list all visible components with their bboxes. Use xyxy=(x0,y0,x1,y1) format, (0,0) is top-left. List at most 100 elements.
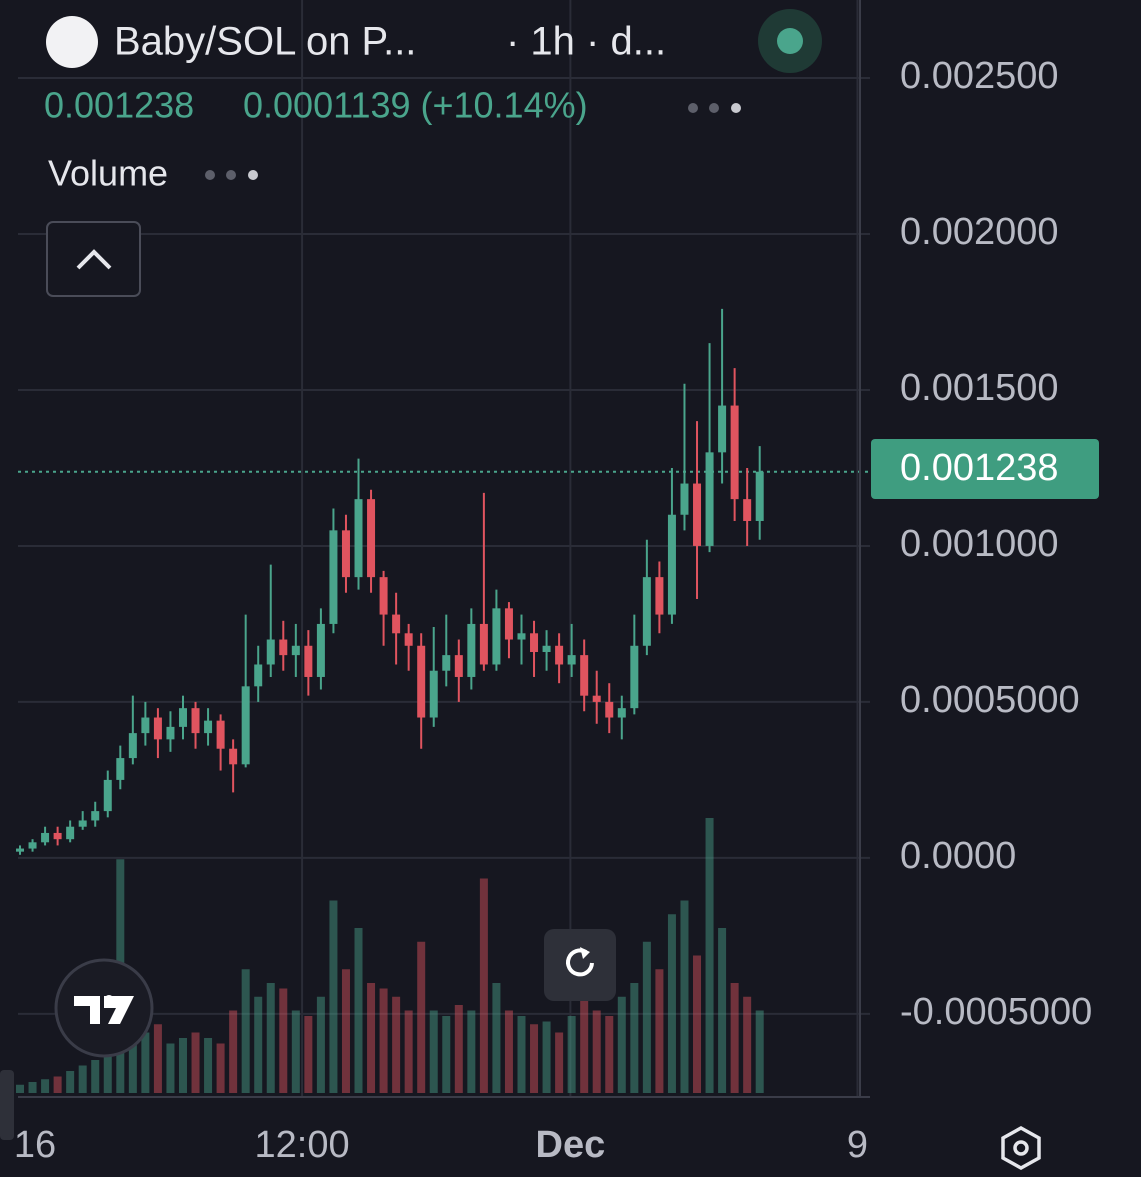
volume-bar xyxy=(417,941,426,1093)
volume-bar xyxy=(341,969,350,1093)
candle-body xyxy=(454,655,463,677)
volume-bar xyxy=(191,1032,200,1093)
volume-bar xyxy=(655,969,664,1093)
x-tick-label: 12:00 xyxy=(255,1124,350,1166)
interval: · 1h · d... xyxy=(506,20,666,64)
collapse-button[interactable] xyxy=(46,221,141,297)
volume-bar xyxy=(166,1043,175,1093)
volume-bar xyxy=(367,983,376,1093)
reset-arrow xyxy=(580,947,590,959)
volume-label: Volume xyxy=(48,153,168,194)
volume-bar xyxy=(730,983,739,1093)
volume-bar xyxy=(28,1082,37,1093)
candle-body xyxy=(642,577,651,646)
volume-bar xyxy=(91,1060,100,1093)
candle-body xyxy=(580,655,589,696)
volume-bar xyxy=(16,1084,25,1093)
candle-body xyxy=(680,483,689,515)
candle-body xyxy=(693,483,702,546)
volume-bar xyxy=(667,914,676,1093)
candle-body xyxy=(229,748,238,765)
candle-body xyxy=(705,452,714,546)
candle-body xyxy=(128,733,137,759)
volume-bar xyxy=(204,1038,213,1093)
volume-bar xyxy=(404,1010,413,1093)
volume-bar xyxy=(141,1032,150,1093)
volume-bar xyxy=(442,1016,451,1093)
plot xyxy=(16,308,764,1093)
volume-bar xyxy=(454,1005,463,1093)
status-dot xyxy=(777,28,803,54)
candle-body xyxy=(530,633,539,653)
volume-bar xyxy=(216,1043,225,1093)
logo-dot xyxy=(104,995,114,1005)
candle-body xyxy=(279,639,288,656)
candle-body xyxy=(743,499,752,521)
reset-button[interactable] xyxy=(544,929,616,1001)
candle-body xyxy=(517,633,526,640)
candle-body xyxy=(53,832,62,840)
candle-body xyxy=(103,779,112,812)
candle-body xyxy=(291,645,300,656)
volume-bar xyxy=(279,988,288,1093)
volume-bar xyxy=(103,1043,112,1093)
volume-bar xyxy=(153,1024,162,1093)
volume-bar xyxy=(630,983,639,1093)
candle-body xyxy=(504,608,513,640)
logo-mark xyxy=(74,996,134,1024)
volume-bar xyxy=(291,1010,300,1093)
volume-bar xyxy=(504,1010,513,1093)
symbol-title: Baby/SOL on P... xyxy=(114,20,416,64)
candle-body xyxy=(78,820,87,827)
candle-body xyxy=(91,811,100,821)
candle-body xyxy=(191,708,200,734)
chevron-icon xyxy=(76,249,112,270)
candle-body xyxy=(392,614,401,634)
candle-body xyxy=(153,717,162,740)
candle-body xyxy=(555,645,564,665)
volume-bar xyxy=(592,1010,601,1093)
volume-bar xyxy=(266,983,275,1093)
volume-bar xyxy=(467,1010,476,1093)
candle-body xyxy=(417,645,426,718)
volume-bar xyxy=(617,996,626,1093)
volume-bar xyxy=(680,900,689,1093)
candle-body xyxy=(28,842,37,849)
volume-menu[interactable] xyxy=(205,170,258,180)
y-tick-label: 0.0000 xyxy=(900,835,1016,877)
candle-body xyxy=(367,499,376,578)
volume-bar xyxy=(555,1032,564,1093)
candle-body xyxy=(16,848,25,852)
candle-body xyxy=(667,514,676,615)
volume-bar xyxy=(693,955,702,1093)
volume-bar xyxy=(755,1010,764,1093)
last-price: 0.001238 xyxy=(44,85,194,126)
candle-body xyxy=(316,623,325,677)
candle-body xyxy=(204,720,213,734)
settings-icon-center xyxy=(1013,1140,1029,1156)
settings-icon[interactable] xyxy=(1001,1125,1041,1171)
volume-bar xyxy=(354,928,363,1093)
volume-bar xyxy=(229,1010,238,1093)
price-change: 0.0001139 (+10.14%) xyxy=(243,85,588,126)
candle-body xyxy=(655,577,664,615)
candle-body xyxy=(341,530,350,578)
candle-body xyxy=(216,720,225,749)
candle-body xyxy=(266,639,275,665)
candle-body xyxy=(429,670,438,718)
volume-bar xyxy=(542,1021,551,1093)
candle-body xyxy=(479,623,488,665)
volume-bar xyxy=(316,996,325,1093)
volume-bar xyxy=(429,1010,438,1093)
volume-bar xyxy=(241,969,250,1093)
volume-bar xyxy=(329,900,338,1093)
y-tick-label: 0.002500 xyxy=(900,55,1059,97)
candle-body xyxy=(542,645,551,653)
side-panel-handle[interactable] xyxy=(0,1070,14,1140)
volume-bar xyxy=(53,1076,62,1093)
candle-body xyxy=(141,717,150,734)
candle-body xyxy=(379,577,388,615)
volume-bar xyxy=(78,1065,87,1093)
more-menu[interactable] xyxy=(688,103,741,113)
